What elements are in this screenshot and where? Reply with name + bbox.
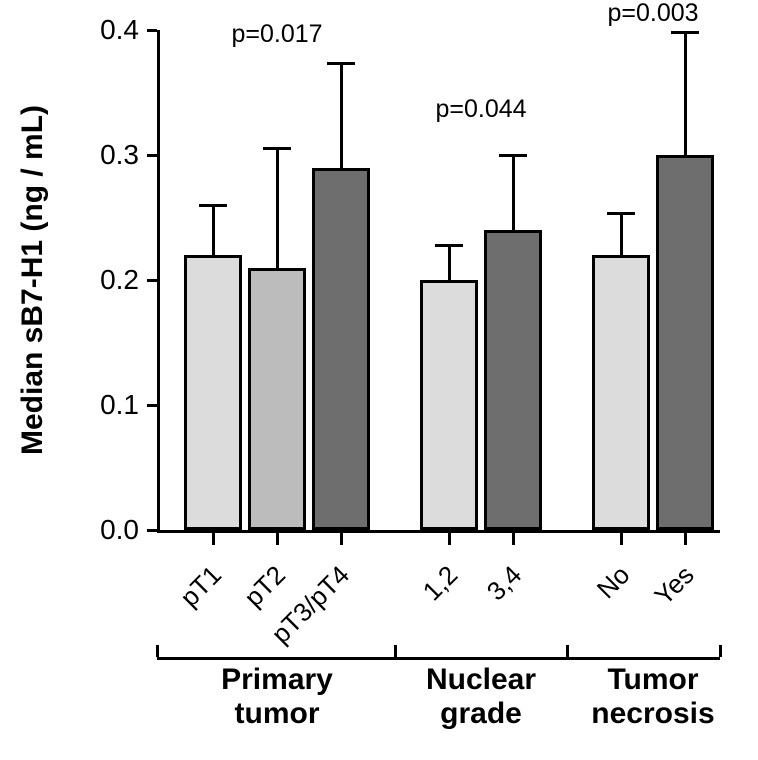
error-bar-cap [671,31,699,34]
y-tick-label: 0.4 [0,14,139,46]
x-tick [340,533,343,545]
x-tick-label: pT2 [238,560,292,614]
p-value-label: p=0.017 [231,20,322,49]
group-label-line2: grade [440,697,522,731]
p-value-label: p=0.003 [607,0,698,28]
x-tick [276,533,279,545]
bar [592,255,650,530]
group-label-line1: Tumor [607,663,698,697]
bar [184,255,242,530]
x-tick-label: 1,2 [416,560,463,607]
error-bar-cap [435,244,463,247]
x-tick [512,533,515,545]
group-separator-tick [719,645,722,657]
error-bar-line [684,33,687,156]
y-axis-line [157,30,160,530]
error-bar-line [512,155,515,230]
error-bar-line [448,245,451,280]
y-tick [147,279,157,282]
p-value-label: p=0.044 [435,95,526,124]
bar [656,155,714,530]
error-bar-cap [607,212,635,215]
error-bar-cap [327,62,355,65]
x-tick [448,533,451,545]
x-tick [212,533,215,545]
group-label-line1: Primary [221,663,333,697]
y-axis-label: Median sB7-H1 (ng / mL) [16,105,50,455]
bar [312,168,370,531]
x-tick-label: Yes [648,560,700,612]
group-separator-rule [157,657,720,660]
error-bar-line [620,214,623,255]
group-separator-tick [566,645,569,657]
y-tick-label: 0.0 [0,514,139,546]
x-axis-line [157,530,720,533]
group-label-line2: necrosis [591,697,714,731]
x-tick [684,533,687,545]
bar [248,268,306,531]
bar [420,280,478,530]
error-bar-cap [199,204,227,207]
x-tick-label: pT1 [174,560,228,614]
group-label-line2: tumor [235,697,320,731]
group-separator-tick [394,645,397,657]
y-tick [147,404,157,407]
y-tick [147,529,157,532]
error-bar-cap [263,147,291,150]
x-tick [620,533,623,545]
y-tick [147,154,157,157]
x-tick-label: 3,4 [480,560,527,607]
x-tick-label: No [591,560,636,605]
error-bar-cap [499,154,527,157]
group-separator-tick [156,645,159,657]
error-bar-line [340,64,343,168]
bar [484,230,542,530]
group-label-line1: Nuclear [426,663,536,697]
error-bar-line [212,205,215,255]
y-tick [147,29,157,32]
error-bar-line [276,149,279,268]
